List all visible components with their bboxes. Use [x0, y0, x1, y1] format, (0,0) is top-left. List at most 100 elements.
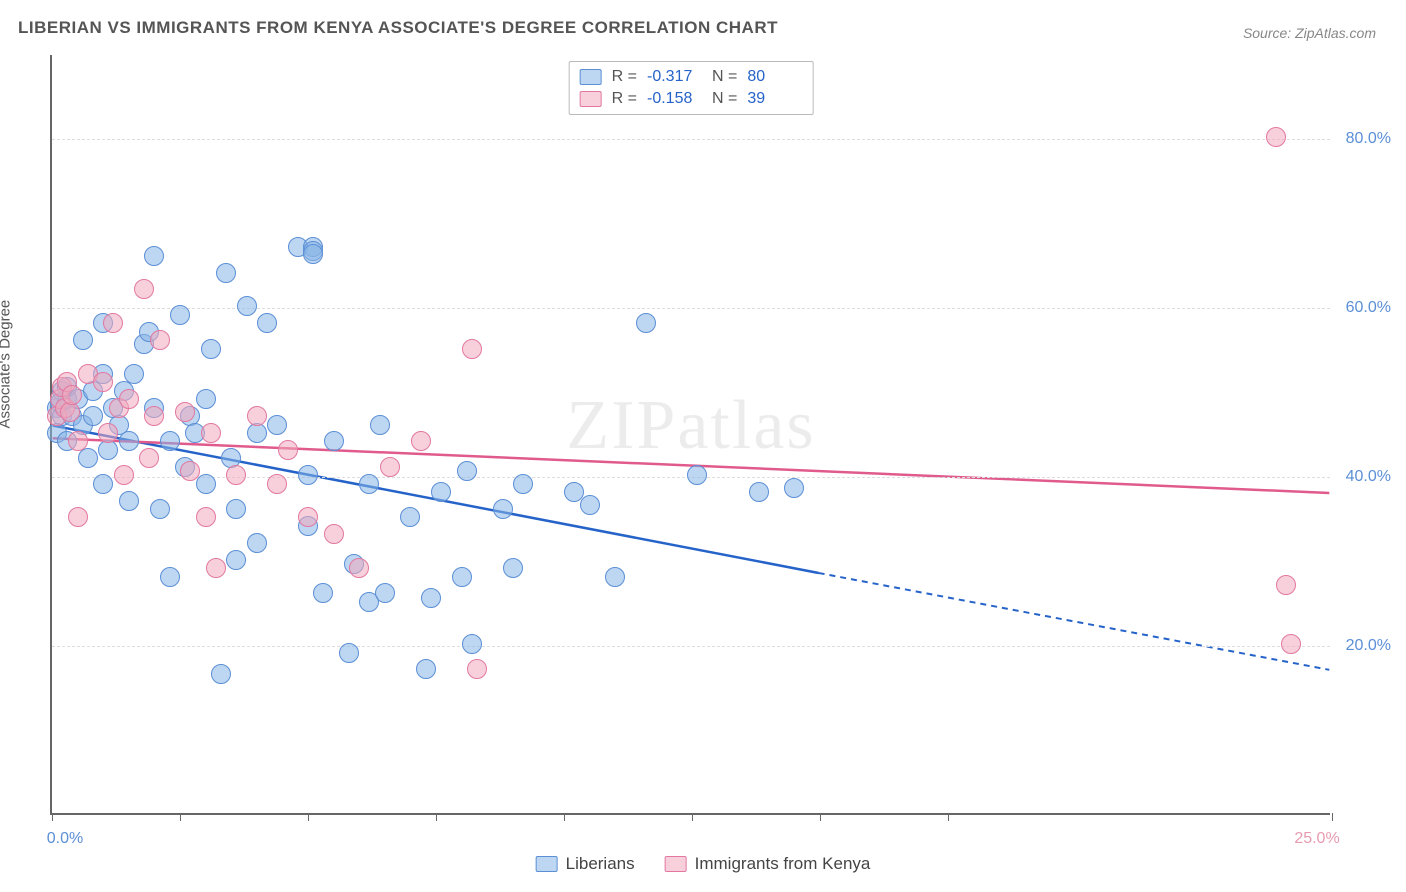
x-tick-mark: [820, 813, 821, 821]
x-tick-mark: [52, 813, 53, 821]
scatter-point: [226, 465, 246, 485]
scatter-point: [226, 499, 246, 519]
scatter-point: [68, 431, 88, 451]
x-tick-mark: [436, 813, 437, 821]
scatter-point: [144, 246, 164, 266]
y-tick-label: 20.0%: [1346, 637, 1391, 655]
scatter-point: [114, 465, 134, 485]
scatter-point: [375, 583, 395, 603]
scatter-point: [68, 507, 88, 527]
trendlines-svg: [52, 55, 1330, 813]
y-tick-label: 80.0%: [1346, 130, 1391, 148]
legend-swatch: [665, 856, 687, 872]
stats-row: R = -0.317 N = 80: [580, 66, 803, 88]
chart-legend: Liberians Immigrants from Kenya: [536, 854, 871, 874]
chart-title: LIBERIAN VS IMMIGRANTS FROM KENYA ASSOCI…: [18, 18, 778, 38]
scatter-point: [247, 533, 267, 553]
r-label: R =: [612, 90, 637, 108]
scatter-point: [196, 474, 216, 494]
scatter-point: [298, 465, 318, 485]
scatter-point: [150, 499, 170, 519]
x-tick-label-left: 0.0%: [47, 830, 83, 848]
scatter-point: [457, 461, 477, 481]
scatter-point: [134, 279, 154, 299]
scatter-point: [247, 406, 267, 426]
gridline: [52, 646, 1330, 647]
scatter-point: [98, 423, 118, 443]
scatter-point: [1266, 127, 1286, 147]
legend-swatch: [536, 856, 558, 872]
scatter-point: [749, 482, 769, 502]
y-axis-label: Associate's Degree: [0, 300, 14, 429]
r-value: -0.317: [647, 68, 702, 86]
scatter-point: [784, 478, 804, 498]
scatter-point: [160, 431, 180, 451]
scatter-point: [580, 495, 600, 515]
scatter-point: [313, 583, 333, 603]
correlation-stats-box: R = -0.317 N = 80 R = -0.158 N = 39: [569, 61, 814, 115]
scatter-point: [278, 440, 298, 460]
scatter-point: [359, 474, 379, 494]
x-tick-label-right: 25.0%: [1294, 830, 1339, 848]
scatter-point: [170, 305, 190, 325]
source-credit: Source: ZipAtlas.com: [1243, 25, 1376, 41]
scatter-point: [1276, 575, 1296, 595]
scatter-point: [237, 296, 257, 316]
legend-item: Liberians: [536, 854, 635, 874]
scatter-point: [462, 339, 482, 359]
scatter-point: [124, 364, 144, 384]
legend-label: Immigrants from Kenya: [695, 854, 871, 874]
legend-item: Immigrants from Kenya: [665, 854, 871, 874]
scatter-point: [257, 313, 277, 333]
scatter-point: [324, 524, 344, 544]
source-link[interactable]: ZipAtlas.com: [1295, 25, 1376, 41]
y-tick-label: 40.0%: [1346, 468, 1391, 486]
scatter-point: [103, 313, 123, 333]
r-value: -0.158: [647, 90, 702, 108]
scatter-point: [324, 431, 344, 451]
stats-row: R = -0.158 N = 39: [580, 88, 803, 110]
scatter-point: [62, 385, 82, 405]
scatter-point: [298, 507, 318, 527]
scatter-point: [216, 263, 236, 283]
n-label: N =: [712, 90, 737, 108]
x-tick-mark: [948, 813, 949, 821]
scatter-point: [452, 567, 472, 587]
scatter-point: [206, 558, 226, 578]
scatter-point: [493, 499, 513, 519]
scatter-point: [93, 474, 113, 494]
scatter-point: [119, 491, 139, 511]
series-swatch: [580, 69, 602, 85]
watermark-text: ZIPatlas: [566, 386, 815, 466]
scatter-point: [462, 634, 482, 654]
source-prefix: Source:: [1243, 25, 1295, 41]
scatter-point: [226, 550, 246, 570]
legend-label: Liberians: [566, 854, 635, 874]
scatter-point: [370, 415, 390, 435]
scatter-point: [201, 423, 221, 443]
n-label: N =: [712, 68, 737, 86]
scatter-point: [339, 643, 359, 663]
chart-plot-area: ZIPatlas R =-0.317N =80R =-0.158N =39 0.…: [50, 55, 1330, 815]
scatter-point: [416, 659, 436, 679]
x-tick-mark: [564, 813, 565, 821]
scatter-point: [93, 372, 113, 392]
scatter-point: [267, 474, 287, 494]
x-tick-mark: [1332, 813, 1333, 821]
gridline: [52, 139, 1330, 140]
scatter-point: [83, 406, 103, 426]
n-value: 80: [747, 68, 802, 86]
scatter-point: [421, 588, 441, 608]
n-value: 39: [747, 90, 802, 108]
scatter-point: [503, 558, 523, 578]
scatter-point: [431, 482, 451, 502]
scatter-point: [1281, 634, 1301, 654]
scatter-point: [196, 507, 216, 527]
scatter-point: [687, 465, 707, 485]
scatter-point: [411, 431, 431, 451]
scatter-point: [150, 330, 170, 350]
scatter-point: [144, 406, 164, 426]
r-label: R =: [612, 68, 637, 86]
x-tick-mark: [692, 813, 693, 821]
series-swatch: [580, 91, 602, 107]
